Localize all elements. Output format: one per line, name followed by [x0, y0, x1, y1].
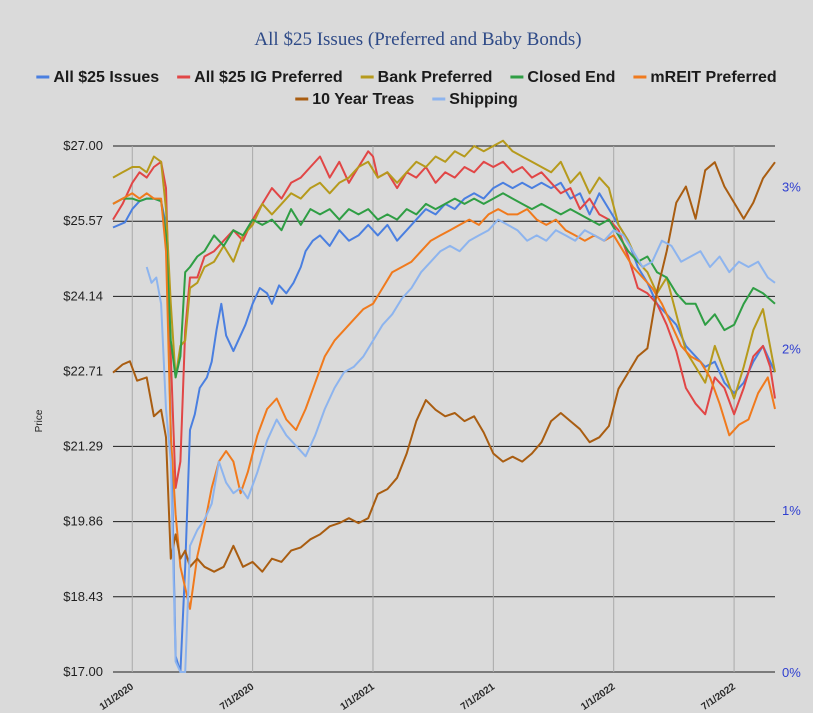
series-line-closed-end	[112, 192, 776, 379]
x-tick-label: 1/1/2022	[579, 681, 618, 713]
grid	[113, 145, 775, 673]
series-line-10-year-treas	[112, 161, 776, 573]
legend-label-shipping: Shipping	[449, 91, 517, 108]
y2-tick-label: 0%	[782, 665, 801, 680]
x-tick-label: 7/1/2021	[459, 681, 498, 713]
legend-label-bank-preferred: Bank Preferred	[378, 69, 493, 86]
y-tick-label: $25.57	[63, 213, 103, 228]
y2-tick-label: 1%	[782, 503, 801, 518]
legend: All $25 Issues All $25 IG Preferred Bank P…	[36, 69, 777, 108]
y-tick-label: $19.86	[63, 514, 103, 529]
y-tick-label: $24.14	[63, 288, 103, 303]
x-axis: 1/1/2020 7/1/2020 1/1/2021 7/1/2021 1/1/2022…	[98, 681, 738, 713]
series-line-mreit-preferred	[112, 192, 776, 610]
y2-tick-label: 2%	[782, 341, 801, 356]
y-tick-label: $27.00	[63, 138, 103, 153]
x-tick-label: 7/1/2020	[218, 681, 257, 713]
series-line-all-25-ig-preferred	[112, 150, 776, 489]
legend-label-all-25-ig-preferred: All $25 IG Preferred	[194, 69, 343, 86]
y-tick-label: $21.29	[63, 438, 103, 453]
series-line-shipping	[145, 218, 776, 673]
chart-title: All $25 Issues (Preferred and Baby Bonds…	[254, 29, 581, 50]
series-line-all-25-issues	[112, 181, 776, 673]
y-axis-left: $27.00 $25.57 $24.14 $22.71 $21.29 $19.86 $18.…	[63, 138, 103, 679]
legend-label-10-year-treas: 10 Year Treas	[312, 91, 414, 108]
plot-area	[112, 139, 776, 673]
legend-label-all-25-issues: All $25 Issues	[53, 69, 159, 86]
y-axis-right: 3% 2% 1% 0%	[782, 179, 801, 680]
legend-label-mreit-preferred: mREIT Preferred	[650, 69, 776, 86]
series-line-bank-preferred	[112, 139, 776, 400]
x-tick-label: 1/1/2020	[98, 681, 137, 713]
x-tick-label: 7/1/2022	[700, 681, 739, 713]
y-tick-label: $22.71	[63, 364, 103, 379]
y-axis-label: Price	[34, 409, 45, 432]
y-tick-label: $17.00	[63, 664, 103, 679]
y2-tick-label: 3%	[782, 179, 801, 194]
legend-label-closed-end: Closed End	[527, 69, 615, 86]
y-tick-label: $18.43	[63, 589, 103, 604]
x-tick-label: 1/1/2021	[339, 681, 378, 713]
